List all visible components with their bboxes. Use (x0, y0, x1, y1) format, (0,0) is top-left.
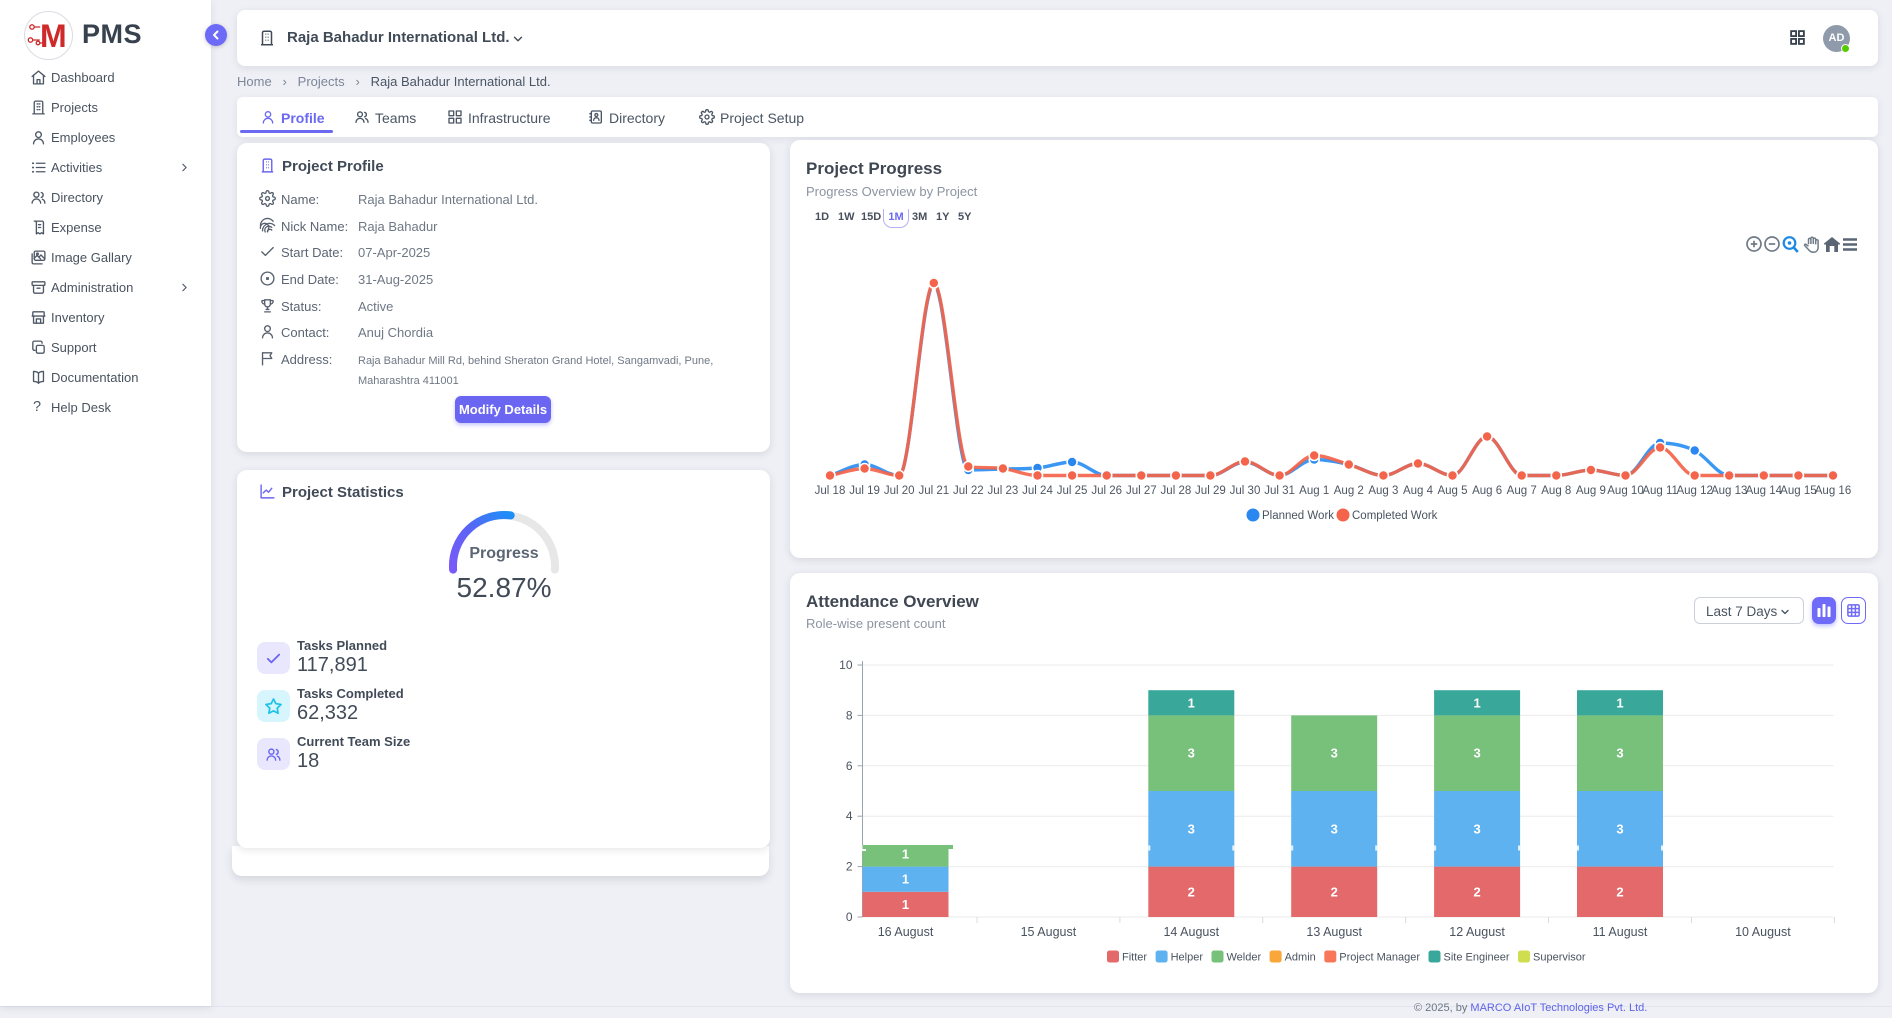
svg-text:Fitter: Fitter (1122, 952, 1147, 964)
svg-text:Planned Work: Planned Work (1262, 510, 1334, 522)
svg-text:Jul 24: Jul 24 (1022, 485, 1053, 497)
svg-text:Jul 23: Jul 23 (988, 485, 1019, 497)
svg-text:3: 3 (1473, 746, 1480, 761)
svg-text:1: 1 (1616, 695, 1623, 710)
svg-text:Jul 20: Jul 20 (884, 485, 915, 497)
svg-text:1: 1 (902, 872, 909, 887)
svg-text:Progress: Progress (469, 545, 538, 562)
svg-text:1: 1 (902, 847, 909, 862)
svg-text:Aug 4: Aug 4 (1403, 485, 1434, 497)
svg-text:2: 2 (1331, 884, 1338, 899)
svg-text:1: 1 (1473, 695, 1480, 710)
svg-text:Jul 18: Jul 18 (815, 485, 846, 497)
svg-text:2: 2 (846, 860, 853, 874)
svg-text:Jul 27: Jul 27 (1126, 485, 1157, 497)
svg-text:6: 6 (846, 759, 853, 773)
svg-text:2: 2 (1473, 884, 1480, 899)
svg-text:Project Manager: Project Manager (1339, 952, 1420, 964)
svg-text:3: 3 (1188, 746, 1195, 761)
svg-text:Jul 22: Jul 22 (953, 485, 984, 497)
svg-text:12 August: 12 August (1449, 925, 1505, 939)
svg-text:Aug 11: Aug 11 (1642, 485, 1678, 497)
svg-text:Aug 13: Aug 13 (1711, 485, 1747, 497)
svg-text:Admin: Admin (1285, 952, 1316, 964)
svg-text:Aug 8: Aug 8 (1541, 485, 1571, 497)
svg-text:3: 3 (1188, 821, 1195, 836)
svg-text:Aug 6: Aug 6 (1472, 485, 1502, 497)
svg-text:2: 2 (1188, 884, 1195, 899)
svg-text:Aug 3: Aug 3 (1368, 485, 1398, 497)
svg-text:Helper: Helper (1171, 952, 1204, 964)
svg-text:1: 1 (1188, 695, 1195, 710)
svg-text:Supervisor: Supervisor (1533, 952, 1586, 964)
svg-text:Jul 28: Jul 28 (1161, 485, 1192, 497)
svg-text:Aug 2: Aug 2 (1334, 485, 1364, 497)
svg-text:4: 4 (846, 809, 853, 823)
svg-text:Jul 29: Jul 29 (1195, 485, 1226, 497)
svg-text:52.87%: 52.87% (457, 572, 552, 603)
svg-text:Jul 25: Jul 25 (1057, 485, 1088, 497)
svg-text:M: M (40, 18, 67, 54)
svg-text:10: 10 (839, 658, 853, 672)
svg-text:13 August: 13 August (1306, 925, 1362, 939)
svg-text:Jul 21: Jul 21 (918, 485, 949, 497)
svg-text:3: 3 (1616, 746, 1623, 761)
svg-text:10 August: 10 August (1735, 925, 1791, 939)
svg-text:Aug 9: Aug 9 (1576, 485, 1606, 497)
svg-text:Aug 1: Aug 1 (1299, 485, 1329, 497)
svg-text:3: 3 (1473, 821, 1480, 836)
svg-text:2: 2 (1616, 884, 1623, 899)
svg-text:Aug 15: Aug 15 (1780, 485, 1816, 497)
svg-text:Jul 30: Jul 30 (1230, 485, 1261, 497)
svg-text:Jul 31: Jul 31 (1264, 485, 1295, 497)
svg-text:Aug 10: Aug 10 (1607, 485, 1643, 497)
svg-text:16 August: 16 August (878, 925, 934, 939)
svg-text:Aug 7: Aug 7 (1507, 485, 1537, 497)
svg-text:3: 3 (1331, 821, 1338, 836)
svg-text:0: 0 (846, 910, 853, 924)
svg-text:14 August: 14 August (1163, 925, 1219, 939)
svg-text:Welder: Welder (1227, 952, 1262, 964)
svg-text:Jul 26: Jul 26 (1091, 485, 1122, 497)
svg-text:3: 3 (1616, 821, 1623, 836)
svg-text:Aug 16: Aug 16 (1815, 485, 1851, 497)
svg-text:Aug 14: Aug 14 (1746, 485, 1783, 497)
svg-text:3: 3 (1331, 746, 1338, 761)
svg-text:Aug 5: Aug 5 (1437, 485, 1467, 497)
svg-text:8: 8 (846, 708, 853, 722)
svg-text:Site Engineer: Site Engineer (1444, 952, 1510, 964)
svg-text:1: 1 (902, 897, 909, 912)
svg-text:Aug 12: Aug 12 (1676, 485, 1712, 497)
svg-text:Completed Work: Completed Work (1352, 510, 1438, 522)
svg-text:15 August: 15 August (1021, 925, 1077, 939)
svg-text:Jul 19: Jul 19 (849, 485, 880, 497)
svg-text:11 August: 11 August (1593, 925, 1648, 939)
